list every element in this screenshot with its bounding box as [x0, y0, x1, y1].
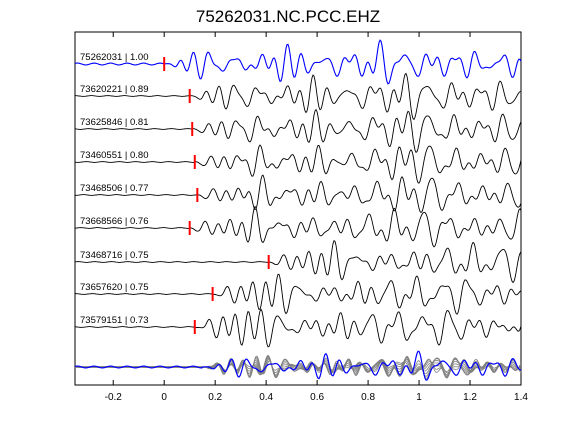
x-tick-label: 0.4 [259, 392, 273, 403]
pick-markers [163, 57, 270, 334]
overlay-trace-line [74, 355, 522, 378]
trace-label: 73657620 | 0.75 [80, 282, 149, 293]
trace-label: 73620221 | 0.89 [80, 84, 149, 95]
trace-labels: 75262031 | 1.00 73620221 | 0.89 73625846 |… [80, 52, 149, 326]
trace-line [74, 144, 522, 184]
x-tick-label: 0.2 [208, 392, 222, 403]
trace-line [74, 308, 522, 348]
overlay-template-line [74, 350, 522, 381]
trace-line [74, 240, 522, 284]
plot-area-frame [74, 31, 522, 386]
traces-layer [74, 39, 522, 348]
x-tick-label: 0.8 [361, 392, 375, 403]
trace-label: 73468716 | 0.75 [80, 250, 149, 261]
trace-label: 73460551 | 0.80 [80, 150, 149, 161]
x-tick-label: 1.4 [514, 392, 528, 403]
trace-line [74, 205, 522, 248]
trace-label: 75262031 | 1.00 [80, 52, 149, 63]
x-axis: -0.2 0 0.2 0.4 0.6 0.8 1 1.2 1.4 [105, 32, 528, 403]
stack-overlay [74, 350, 522, 381]
chart-title: 75262031.NC.PCC.EHZ [196, 7, 380, 26]
trace-line [74, 72, 522, 121]
trace-line [74, 174, 522, 214]
trace-line [74, 273, 522, 315]
x-tick-label: -0.2 [105, 392, 123, 403]
x-tick-label: 0 [161, 392, 167, 403]
x-tick-label: 1 [416, 392, 422, 403]
trace-label: 73668566 | 0.76 [80, 216, 149, 227]
trace-label: 73468506 | 0.77 [80, 183, 149, 194]
trace-label: 73625846 | 0.81 [80, 117, 149, 128]
trace-label: 73579151 | 0.73 [80, 315, 149, 326]
x-tick-label: 0.6 [310, 392, 324, 403]
x-tick-label: 1.2 [463, 392, 477, 403]
template-trace-line [74, 39, 522, 85]
trace-line [74, 108, 522, 153]
